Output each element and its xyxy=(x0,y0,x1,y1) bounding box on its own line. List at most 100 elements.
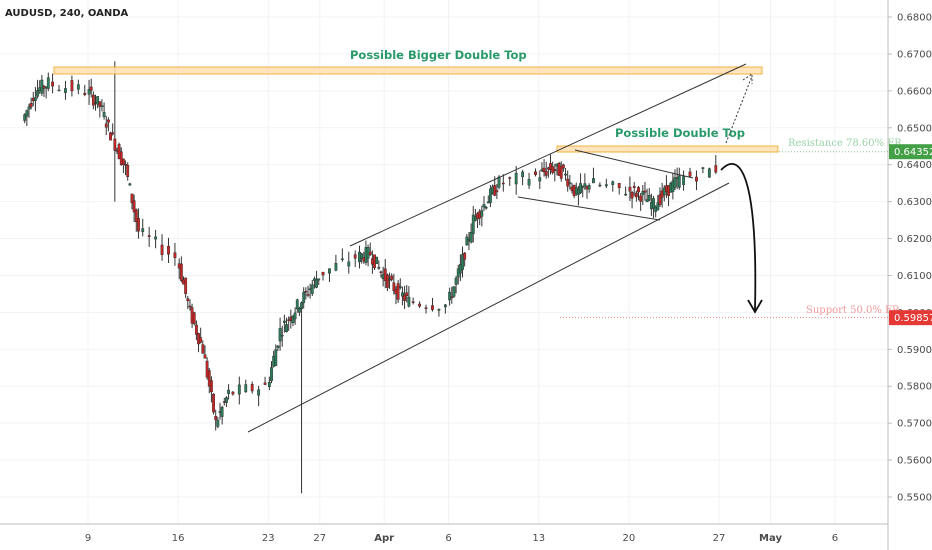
double-top-label: Possible Double Top xyxy=(615,126,745,140)
candle-body xyxy=(298,308,301,313)
candle-body xyxy=(424,307,428,309)
x-tick-label: 6 xyxy=(445,533,451,544)
candle-body xyxy=(347,261,351,267)
candle-body xyxy=(375,256,379,264)
candle-body xyxy=(534,171,537,175)
candle-body xyxy=(714,165,718,173)
candle-body xyxy=(188,305,192,308)
candle-body xyxy=(132,200,136,213)
candle-body xyxy=(403,294,406,301)
candle-body xyxy=(482,204,486,208)
price-tag xyxy=(889,310,932,326)
candle-body xyxy=(497,176,501,188)
candle-body xyxy=(321,271,325,276)
candle-body xyxy=(495,190,499,193)
y-tick-label: 0.55000 xyxy=(897,493,932,504)
candle-body xyxy=(480,210,484,217)
candle-body xyxy=(257,389,261,396)
x-tick-label: 9 xyxy=(85,533,91,544)
x-tick-label: 27 xyxy=(713,533,726,544)
candle-body xyxy=(463,252,467,260)
candle-body xyxy=(130,193,134,203)
candle-body xyxy=(46,77,50,89)
candle-body xyxy=(205,360,209,378)
candle-body xyxy=(652,198,655,209)
chart-title: AUDUSD, 240, OANDA xyxy=(5,8,129,19)
candle-body xyxy=(225,397,228,403)
candle-body xyxy=(360,253,364,259)
candle-body xyxy=(141,228,145,232)
candle-body xyxy=(401,292,404,297)
bigger-double-top-label: Possible Bigger Double Top xyxy=(350,48,527,62)
price-tag-label: 0.59857 xyxy=(894,313,932,324)
candle-body xyxy=(285,324,288,332)
candle-body xyxy=(568,182,572,184)
candle-body xyxy=(639,195,643,202)
x-tick-label: 27 xyxy=(313,533,326,544)
candle-body xyxy=(553,168,557,172)
candle-body xyxy=(501,182,505,185)
candle-body xyxy=(379,271,383,273)
support-label: Support 50.0% FR xyxy=(806,305,900,316)
candle-body xyxy=(611,181,615,185)
candle-body xyxy=(96,96,100,105)
candle-body xyxy=(405,292,409,297)
candle-body xyxy=(237,384,241,395)
candle-body xyxy=(564,173,567,176)
candle-body xyxy=(154,236,158,240)
candle-body xyxy=(199,337,203,343)
candle-body xyxy=(23,114,27,121)
candle-body xyxy=(315,279,318,288)
candle-body xyxy=(244,384,248,393)
x-tick-label: 20 xyxy=(622,533,635,544)
x-tick-labels: 9 16 23 27 Apr 6 13 20 27 May 6 xyxy=(85,533,838,544)
candle-body xyxy=(293,312,297,320)
candle-body xyxy=(334,263,338,271)
candle-body xyxy=(637,187,640,193)
candle-body xyxy=(328,268,331,274)
candle-body xyxy=(167,245,170,255)
candle-body xyxy=(514,172,518,185)
candle-body xyxy=(484,206,488,209)
candle-body xyxy=(587,185,591,190)
x-tick-label: 16 xyxy=(172,533,185,544)
candle-body xyxy=(448,291,452,301)
resistance-label: Resistance 78.60% FR xyxy=(788,138,902,149)
price-tag-label: 0.64352 xyxy=(894,147,932,158)
candle-body xyxy=(231,391,235,395)
x-tick-label: May xyxy=(759,533,782,544)
candle-body xyxy=(581,185,585,188)
candle-body xyxy=(227,389,230,394)
candle-body xyxy=(377,266,381,269)
x-tick-label: 6 xyxy=(832,533,838,544)
candles xyxy=(23,61,718,494)
candle-body xyxy=(443,304,447,308)
candle-body xyxy=(134,209,138,223)
candle-body xyxy=(656,202,660,211)
candle-body xyxy=(282,320,286,323)
x-tick-label: 13 xyxy=(532,533,545,544)
candle-body xyxy=(304,291,308,293)
candle-body xyxy=(628,186,632,192)
candle-body xyxy=(137,218,140,232)
candle-body xyxy=(76,84,80,90)
candle-body xyxy=(561,164,565,169)
candle-body xyxy=(695,176,698,182)
candle-body xyxy=(106,119,110,123)
candle-body xyxy=(194,324,198,335)
candle-body xyxy=(688,171,692,177)
candle-body xyxy=(317,278,321,281)
candle-body xyxy=(278,328,282,342)
candle-body xyxy=(203,354,207,359)
candle-body xyxy=(353,254,357,259)
candle-body xyxy=(201,344,205,354)
candle-body xyxy=(579,183,582,193)
candle-body xyxy=(598,184,602,187)
candle-body xyxy=(207,370,211,387)
candle-body xyxy=(267,381,271,387)
